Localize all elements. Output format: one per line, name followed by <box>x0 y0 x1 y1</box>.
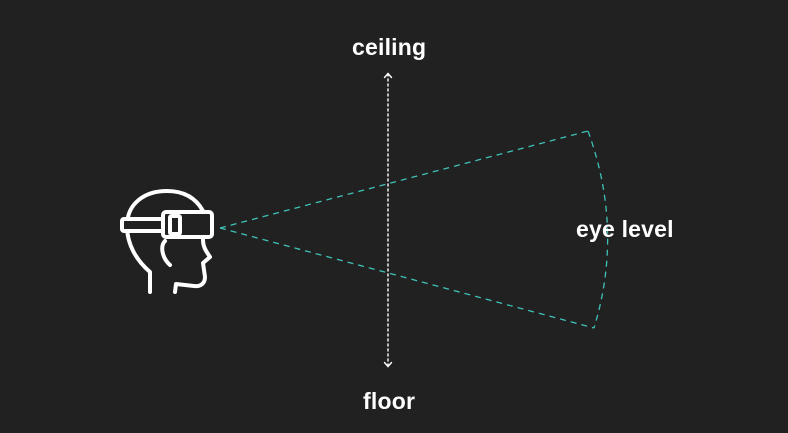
ceiling-label: ceiling <box>352 34 427 60</box>
arrow-up-icon <box>383 72 393 79</box>
view-cone <box>219 130 609 329</box>
vertical-axis <box>383 72 393 368</box>
arrow-down-icon <box>383 361 393 368</box>
eye-level-label: eye level <box>576 216 674 242</box>
vr-headset-head-icon <box>120 189 214 294</box>
view-cone-upper-edge <box>219 130 589 229</box>
floor-label: floor <box>363 388 416 414</box>
view-cone-lower-edge <box>219 227 595 329</box>
view-cone-arc <box>587 130 609 329</box>
